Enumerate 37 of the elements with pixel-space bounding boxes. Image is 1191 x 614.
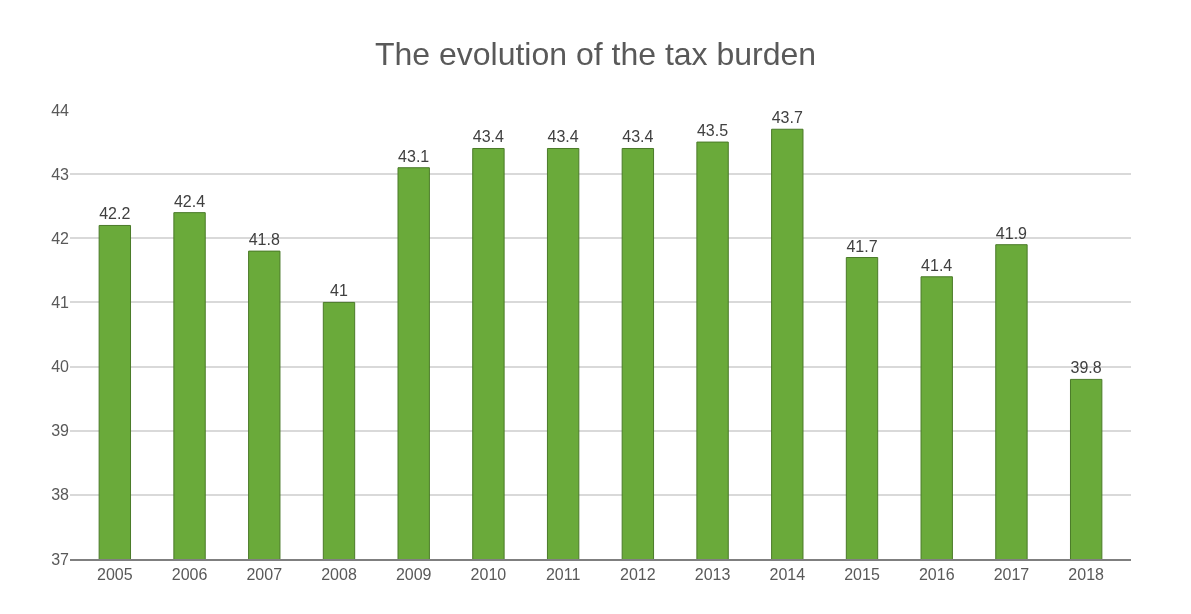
y-tick-label: 43 [51,165,70,183]
x-tick-label: 2015 [844,566,880,584]
y-tick-label: 38 [51,486,70,504]
x-tick-label: 2014 [769,566,806,584]
data-label: 42.4 [173,192,206,210]
data-label: 41.4 [921,256,953,274]
data-label: 43.1 [398,147,430,165]
data-label: 43.5 [696,122,729,140]
x-tick-label: 2008 [321,566,357,584]
x-tick-label: 2009 [395,566,432,584]
data-label: 41.7 [846,237,878,255]
x-tick-label: 2012 [620,566,656,584]
x-tick-label: 2007 [246,566,283,584]
y-tick-label: 39 [51,422,70,440]
y-tick-label: 42 [51,229,70,247]
x-tick-label: 2018 [1068,566,1105,584]
x-tick-label: 2017 [993,566,1030,584]
data-label: 42.2 [99,205,131,223]
x-tick-label: 2010 [470,566,507,584]
data-label: 43.4 [472,128,505,146]
x-tick-label: 2005 [97,566,133,584]
data-label: 43.4 [547,128,579,146]
y-tick-label: 37 [51,550,70,568]
x-tick-label: 2011 [545,566,581,584]
y-tick-label: 41 [51,294,70,312]
data-label: 39.8 [1070,359,1102,377]
y-tick-label: 40 [51,358,70,376]
data-label: 43.4 [622,128,654,146]
data-label: 41 [330,282,348,300]
x-tick-label: 2016 [918,566,955,584]
x-tick-label: 2006 [171,566,208,584]
chart-title: The evolution of the tax burden [374,36,817,73]
data-label: 41.8 [248,231,280,249]
x-tick-label: 2013 [694,566,731,584]
data-label: 41.9 [995,224,1028,242]
data-label: 43.7 [771,109,803,127]
y-tick-label: 44 [51,101,70,119]
